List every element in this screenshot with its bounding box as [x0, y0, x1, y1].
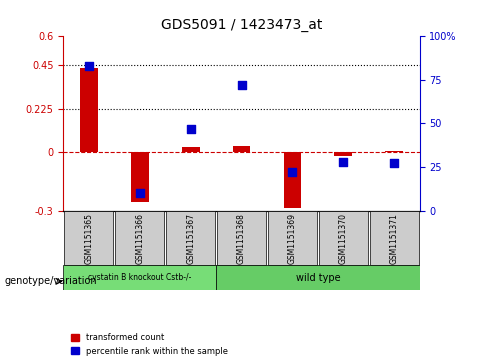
Text: wild type: wild type — [296, 273, 340, 283]
Text: GSM1151365: GSM1151365 — [84, 213, 93, 264]
Text: GSM1151366: GSM1151366 — [135, 213, 144, 264]
FancyBboxPatch shape — [370, 211, 419, 265]
Bar — [386, 151, 403, 152]
FancyBboxPatch shape — [115, 211, 164, 265]
Text: GSM1151370: GSM1151370 — [339, 213, 348, 264]
Point — [136, 190, 143, 196]
Text: GSM1151368: GSM1151368 — [237, 213, 246, 264]
FancyBboxPatch shape — [63, 265, 216, 290]
Point — [340, 159, 347, 165]
Bar — [131, 152, 149, 202]
Text: cystatin B knockout Cstb-/-: cystatin B knockout Cstb-/- — [88, 273, 191, 282]
Text: genotype/variation: genotype/variation — [5, 276, 98, 286]
Point — [85, 63, 93, 69]
Bar — [80, 68, 98, 152]
Point — [288, 169, 296, 175]
Point — [238, 82, 245, 88]
FancyBboxPatch shape — [319, 211, 368, 265]
Legend: transformed count, percentile rank within the sample: transformed count, percentile rank withi… — [68, 330, 231, 359]
Text: GSM1151367: GSM1151367 — [186, 213, 195, 264]
Bar — [233, 146, 250, 152]
Text: GSM1151369: GSM1151369 — [288, 213, 297, 264]
FancyBboxPatch shape — [64, 211, 113, 265]
Point — [187, 126, 195, 131]
Text: GSM1151371: GSM1151371 — [390, 213, 399, 264]
FancyBboxPatch shape — [268, 211, 317, 265]
FancyBboxPatch shape — [166, 211, 215, 265]
FancyBboxPatch shape — [217, 211, 266, 265]
Title: GDS5091 / 1423473_at: GDS5091 / 1423473_at — [161, 19, 322, 33]
Bar — [334, 152, 352, 156]
Point — [390, 160, 398, 166]
Bar — [284, 152, 302, 208]
FancyBboxPatch shape — [216, 265, 420, 290]
Bar — [182, 147, 200, 152]
